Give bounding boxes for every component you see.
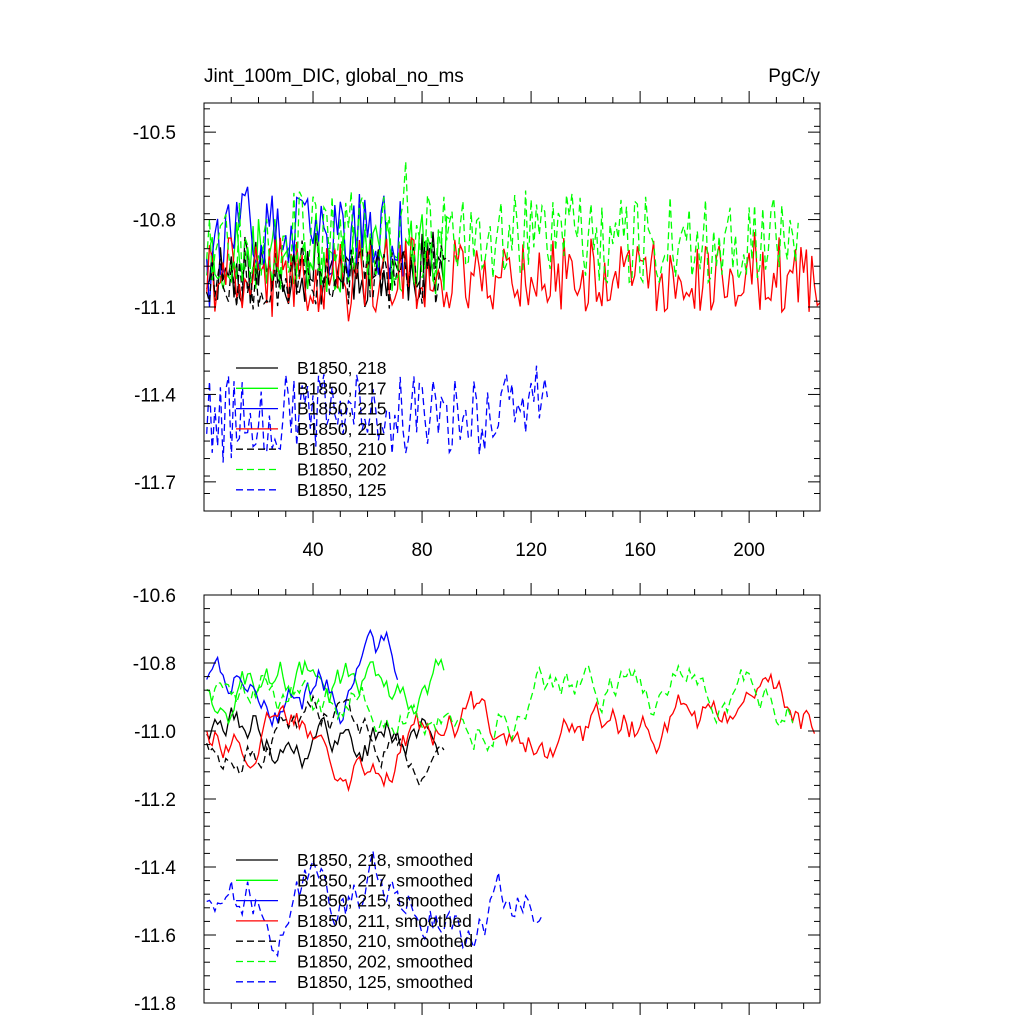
y-tick-label: -10.8 [133,211,176,232]
x-tick-label: 200 [733,540,765,561]
series-line [206,663,794,753]
legend-label: B1850, 211 [297,419,385,439]
y-tick-label: -11.6 [134,926,176,947]
legend-label: B1850, 210, smoothed [297,931,473,951]
legend-label: B1850, 202 [297,460,387,480]
series-line [206,694,445,787]
y-tick-label: -11.4 [134,858,176,879]
legend-label: B1850, 217 [297,378,387,398]
y-tick-label: -10.5 [133,123,176,144]
top-axes: -10.5 -10.8 -11.1 -11.4 -11.7 40 80 120 160 200 [133,91,821,561]
y-tick-label: -11.8 [134,994,176,1015]
bottom-series-group [206,628,816,958]
units-label: PgC/y [768,66,820,87]
chart-title: Jint_100m_DIC, global_no_ms [204,66,464,87]
legend-label: B1850, 215, smoothed [297,891,473,911]
series-line [206,186,404,308]
series-line [206,657,445,726]
series-line [206,628,399,729]
legend-label: B1850, 217, smoothed [297,870,473,890]
legend-label: B1850, 211, smoothed [297,911,472,931]
x-tick-label: 40 [302,540,323,561]
legend-label: B1850, 125, smoothed [297,972,473,992]
x-tick-label: 160 [624,540,656,561]
y-tick-label: -11.0 [134,722,176,743]
y-tick-label: -10.8 [133,654,176,675]
legend-label: B1850, 218, smoothed [297,850,473,870]
y-tick-label: -11.7 [134,473,176,494]
y-tick-label: -10.6 [133,586,176,607]
legend-label: B1850, 218 [297,358,387,378]
series-line [206,365,549,463]
legend-label: B1850, 202, smoothed [297,952,473,972]
x-tick-label: 120 [515,540,547,561]
legend-label: B1850, 125 [297,480,387,500]
series-line [206,232,821,322]
series-line [206,707,440,770]
legend-label: B1850, 215 [297,399,387,419]
y-tick-label: -11.2 [134,790,176,811]
top-panel: Jint_100m_DIC, global_no_ms PgC/y B1850,… [133,66,821,561]
bottom-axes: -10.6 -10.8 -11.0 -11.2 -11.4 -11.6 -11.8 [133,583,821,1015]
series-line [206,851,543,958]
y-tick-label: -11.1 [134,298,176,319]
y-tick-label: -11.4 [134,385,176,406]
series-line [206,240,450,310]
top-series-group [206,161,821,463]
x-tick-label: 80 [411,540,432,561]
legend-label: B1850, 210 [297,439,387,459]
